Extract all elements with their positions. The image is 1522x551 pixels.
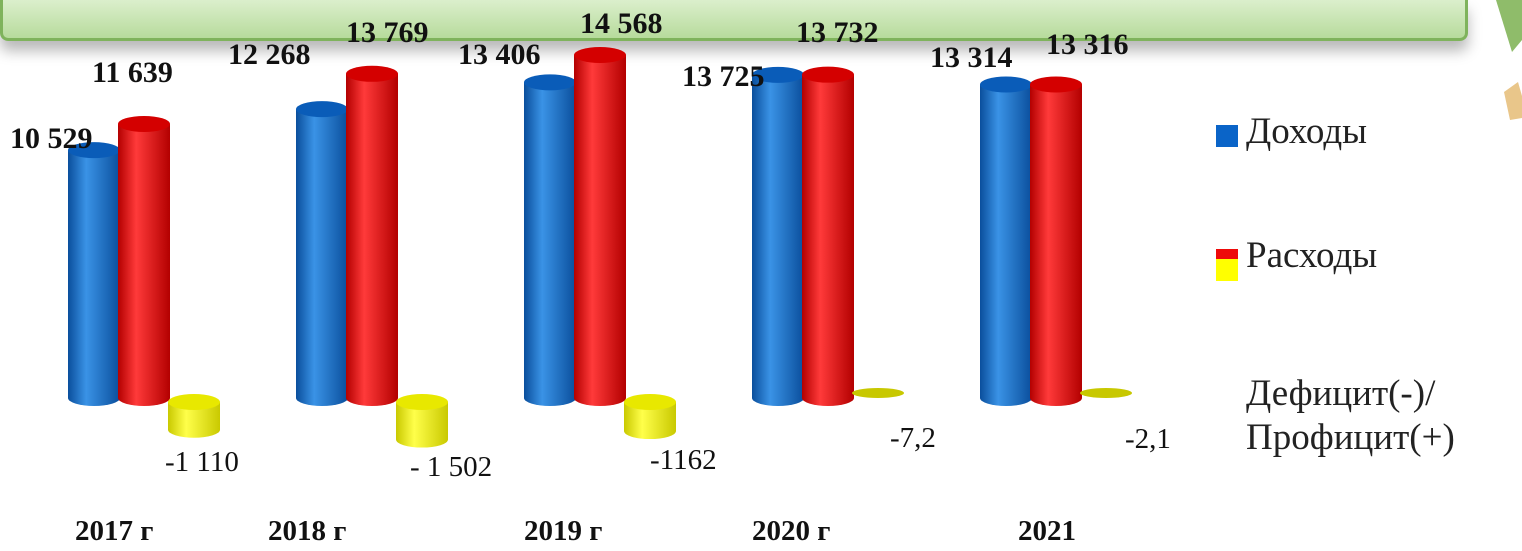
data-label-income-3: 13 725	[682, 60, 765, 93]
bar-expense-4	[1030, 76, 1082, 407]
data-label-balance-3: -7,2	[890, 422, 936, 454]
legend-label-1: Расходы	[1246, 234, 1377, 278]
legend-label-line: Доходы	[1246, 111, 1368, 152]
bar-income-2	[524, 74, 576, 406]
data-label-expense-2: 14 568	[580, 7, 663, 40]
data-label-balance-0: -1 110	[165, 446, 239, 478]
bar-income-4	[980, 76, 1032, 407]
category-label-2: 2019 г	[524, 515, 602, 547]
bar-balance-4	[1080, 388, 1132, 398]
decorative-page-edge	[1496, 0, 1522, 120]
legend-label-0: Доходы	[1246, 110, 1367, 154]
bar-expense-1	[346, 65, 398, 407]
data-label-balance-4: -2,1	[1125, 423, 1171, 455]
legend-label-line: Профицит(+)	[1246, 417, 1455, 458]
bar-balance-2	[624, 394, 676, 440]
bar-income-3	[752, 66, 804, 406]
header-banner	[0, 0, 1468, 41]
data-label-balance-2: -1162	[650, 444, 717, 476]
category-label-3: 2020 г	[752, 515, 830, 547]
legend-label-2: Дефицит(-)/Профицит(+)	[1246, 372, 1455, 460]
data-label-income-1: 12 268	[228, 38, 311, 71]
data-label-expense-3: 13 732	[796, 16, 879, 49]
bar-balance-3	[852, 388, 904, 398]
bar-expense-0	[118, 115, 170, 406]
data-label-expense-0: 11 639	[92, 56, 173, 89]
data-label-income-4: 13 314	[930, 41, 1013, 74]
category-label-4: 2021	[1018, 515, 1076, 547]
legend-swatch-2	[1216, 259, 1238, 281]
legend-swatch-0	[1216, 125, 1238, 147]
legend-label-line: Дефицит(-)/	[1246, 373, 1436, 414]
legend-label-line: Расходы	[1246, 235, 1378, 276]
bar-income-0	[68, 142, 120, 406]
data-label-balance-1: - 1 502	[410, 451, 492, 483]
data-label-income-2: 13 406	[458, 38, 541, 71]
bar-expense-2	[574, 47, 626, 406]
bar-expense-3	[802, 66, 854, 406]
data-label-expense-4: 13 316	[1046, 28, 1129, 61]
category-label-1: 2018 г	[268, 515, 346, 547]
bar-balance-0	[168, 394, 220, 438]
data-label-expense-1: 13 769	[346, 16, 429, 49]
category-label-0: 2017 г	[75, 515, 153, 547]
bar-balance-1	[396, 394, 448, 448]
bar-income-1	[296, 101, 348, 406]
data-label-income-0: 10 529	[10, 122, 93, 155]
